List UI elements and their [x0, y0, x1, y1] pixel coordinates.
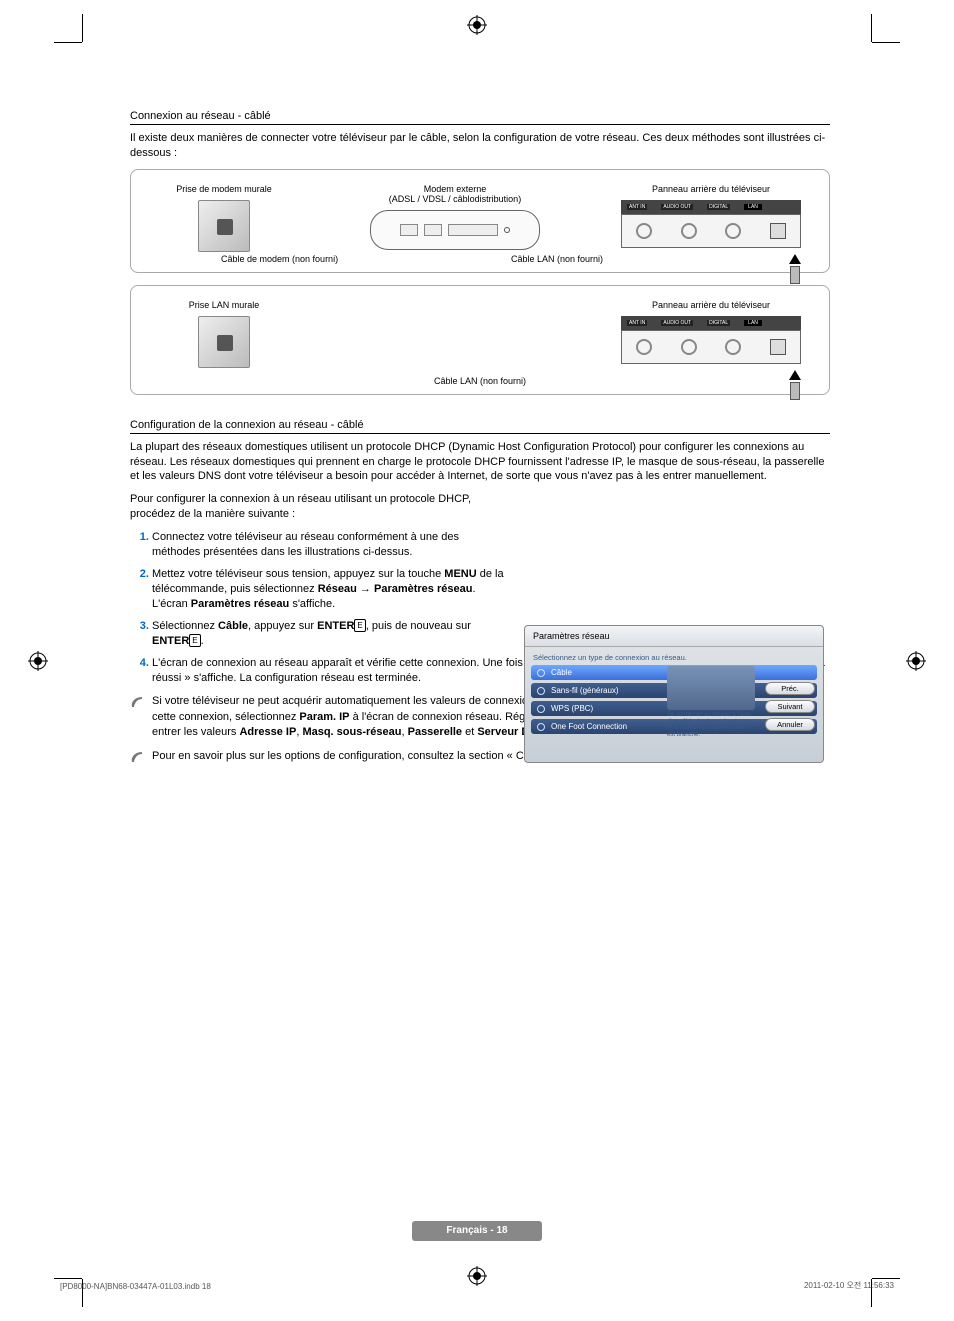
wall-port-label: Prise de modem murale: [176, 184, 272, 194]
tv-back-panel-icon: ANT IN AUDIO OUT DIGITAL LAN: [621, 200, 801, 248]
settings-btn-prev: Préc.: [765, 682, 815, 695]
step-text: , appuyez sur: [248, 620, 317, 632]
crop-mark: [54, 1278, 82, 1279]
note-keyword: Param. IP: [299, 711, 349, 723]
port-label: DIGITAL: [707, 320, 730, 326]
section-heading-connection: Connexion au réseau - câblé: [130, 110, 830, 125]
step-text: .: [201, 635, 204, 647]
step-text: →: [357, 583, 374, 595]
port-label-lan: LAN: [744, 204, 762, 210]
option-label: Sans-fil (généraux): [551, 686, 619, 695]
modem-icon: [370, 210, 540, 250]
settings-btn-cancel: Annuler: [765, 718, 815, 731]
port-label: AUDIO OUT: [661, 320, 693, 326]
settings-panel-desc: Sélectionnez un type de connexion au rés…: [525, 647, 823, 665]
port-label-lan: LAN: [744, 320, 762, 326]
dhcp-intro-steps: Pour configurer la connexion à un réseau…: [130, 492, 510, 522]
step-text: , puis de nouveau sur: [366, 620, 471, 632]
port-label: AUDIO OUT: [661, 204, 693, 210]
note-keyword: Adresse IP: [239, 726, 296, 738]
cable-label-modem: Câble de modem (non fourni): [221, 254, 338, 264]
settings-panel-screenshot: Paramètres réseau Sélectionnez un type d…: [524, 625, 824, 763]
step-keyword: Câble: [218, 620, 248, 632]
step-keyword: Paramètres réseau: [374, 583, 472, 595]
note-icon: [130, 750, 144, 764]
crop-mark: [872, 42, 900, 43]
registration-mark-icon: [906, 651, 926, 671]
step-text: Sélectionnez: [152, 620, 218, 632]
port-label: DIGITAL: [707, 204, 730, 210]
crop-mark: [54, 42, 82, 43]
wiring-diagram-direct: Prise LAN murale Panneau arrière du télé…: [130, 285, 830, 395]
settings-panel-title: Paramètres réseau: [525, 626, 823, 647]
wall-lan-label: Prise LAN murale: [189, 300, 260, 310]
option-label: One Foot Connection: [551, 722, 627, 731]
crop-mark: [872, 1278, 900, 1279]
step-2: Mettez votre téléviseur sous tension, ap…: [152, 567, 510, 613]
registration-mark-icon: [467, 15, 487, 35]
step-keyword: MENU: [444, 568, 476, 580]
dhcp-paragraph: La plupart des réseaux domestiques utili…: [130, 440, 830, 485]
intro-paragraph: Il existe deux manières de connecter vot…: [130, 131, 830, 161]
option-label: WPS (PBC): [551, 704, 593, 713]
crop-mark: [871, 14, 872, 42]
modem-title: Modem externe: [424, 184, 487, 194]
cable-label-lan: Câble LAN (non fourni): [511, 254, 603, 264]
steps-list: Connectez votre téléviseur au réseau con…: [130, 530, 510, 687]
modem-label: Modem externe (ADSL / VDSL / câblodistri…: [389, 184, 521, 204]
footer-filename: [PD8000-NA]BN68-03447A-01L03.indb 18: [60, 1282, 211, 1291]
crop-mark: [82, 14, 83, 42]
note-keyword: Passerelle: [408, 726, 462, 738]
step-keyword: Réseau: [318, 583, 357, 595]
port-label: ANT IN: [627, 320, 647, 326]
wall-port-icon: [198, 200, 250, 252]
step-keyword: ENTER: [152, 635, 189, 647]
step-text: Mettez votre téléviseur sous tension, ap…: [152, 568, 444, 580]
cable-label-lan: Câble LAN (non fourni): [434, 376, 526, 386]
step-1: Connectez votre téléviseur au réseau con…: [152, 530, 510, 561]
enter-icon: E: [354, 619, 365, 632]
settings-panel-hint: Se connecter au réseau à l'aide d'un câb…: [667, 712, 753, 738]
step-3: Sélectionnez Câble, appuyez sur ENTERE, …: [152, 619, 510, 650]
footer-timestamp: 2011-02-10 오전 11:56:33: [804, 1280, 894, 1291]
modem-subtitle: (ADSL / VDSL / câblodistribution): [389, 194, 521, 204]
registration-mark-icon: [28, 651, 48, 671]
page-footer-badge: Français - 18: [412, 1221, 542, 1241]
option-label: Câble: [551, 668, 572, 677]
tv-panel-label: Panneau arrière du téléviseur: [652, 184, 770, 194]
settings-btn-next: Suivant: [765, 700, 815, 713]
port-label: ANT IN: [627, 204, 647, 210]
tv-panel-label: Panneau arrière du téléviseur: [652, 300, 770, 310]
note-icon: [130, 695, 144, 709]
wiring-diagram-modem: Prise de modem murale Modem externe (ADS…: [130, 169, 830, 273]
tv-back-panel-icon: ANT IN AUDIO OUT DIGITAL LAN: [621, 316, 801, 364]
settings-panel-preview: [667, 666, 755, 710]
note-keyword: Masq. sous-réseau: [302, 726, 401, 738]
enter-icon: E: [189, 634, 200, 647]
step-keyword: ENTER: [317, 620, 354, 632]
section-heading-config: Configuration de la connexion au réseau …: [130, 419, 830, 434]
note-text: et: [462, 726, 477, 738]
registration-mark-icon: [467, 1266, 487, 1286]
step-keyword: Paramètres réseau: [191, 598, 289, 610]
wall-port-icon: [198, 316, 250, 368]
step-text: s'affiche.: [289, 598, 335, 610]
